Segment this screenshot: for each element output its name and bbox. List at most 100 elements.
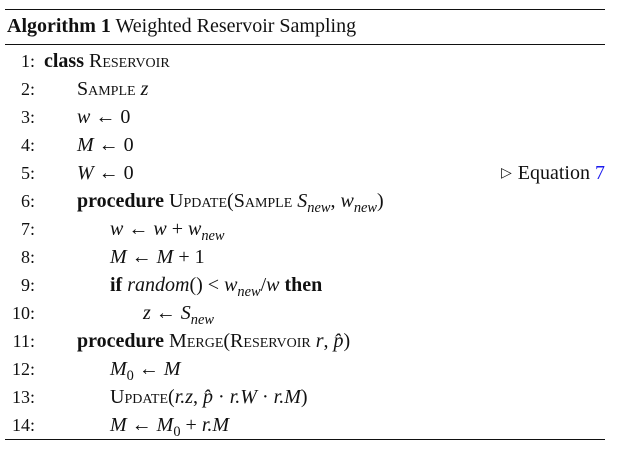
subscript: 0 [173,424,181,441]
assign-arrow: ← [131,246,152,268]
procedure-name: Update [110,386,169,408]
line-code: if random() < wnew/w then [110,271,322,299]
line-number: 3: [20,107,35,127]
assign-arrow: ← [131,414,152,436]
caption-label: Algorithm 1 [7,15,111,37]
keyword: class [44,50,84,72]
variable: M [77,134,94,156]
operator: + [178,246,190,268]
variable: M [110,358,127,380]
algorithm-line: 4: M ← 0 [5,131,605,159]
procedure-name: Update [169,190,228,212]
assign-arrow: ← [155,302,176,324]
keyword: procedure [77,330,165,352]
variable: r.M [273,386,301,408]
subscript: new [201,228,225,245]
algorithm-line: 9: if random() < wnew/w then [5,271,605,299]
line-number: 1: [20,51,35,71]
variable: M [163,358,181,380]
variable: z [143,302,151,324]
algorithm-line: 14: M ← M0 + r.M [5,411,605,439]
comment-text: Equation [517,162,590,184]
variable: r [315,330,324,352]
subscript: 0 [126,368,134,385]
line-code: w ← 0 [77,103,130,131]
function-call: random [127,274,190,296]
assign-arrow: ← [98,162,119,184]
algorithm-line: 13: Update(r.z, p̂ · r.W · r.M) [5,383,605,411]
keyword: procedure [77,190,165,212]
variable: w [153,218,167,240]
variable: M [110,414,127,436]
line-code: z ← Snew [143,299,214,327]
top-rule [5,9,605,10]
type-name: Sample [233,190,293,212]
equation-reference-link[interactable]: 7 [595,162,605,184]
algorithm-line: 12: M0 ← M [5,355,605,383]
line-code: M ← M + 1 [110,243,205,271]
caption-title: Weighted Reservoir Sampling [115,15,357,37]
algorithm-line: 5: W ← 0 ▷ Equation 7 [5,159,605,187]
assign-arrow: ← [98,134,119,156]
type-name: Sample [77,78,136,100]
value: 1 [194,246,205,268]
algorithm-line: 2: Sample z [5,75,605,103]
paren: ( [168,386,175,408]
line-code: Sample z [77,75,148,103]
assign-arrow: ← [138,358,159,380]
line-number: 10: [11,303,35,323]
line-code: M0 ← M [110,355,181,383]
line-number: 14: [11,415,35,435]
value: 0 [123,134,134,156]
variable: M [110,246,127,268]
variable: r.M [201,414,230,436]
line-number: 6: [20,191,35,211]
variable: r.W [229,386,257,408]
algorithm-line: 6: procedure Update(Sample Snew, wnew) [5,187,605,215]
separator: , [330,190,341,212]
operator: + [171,218,183,240]
variable: w [77,106,91,128]
variable: w [340,190,354,212]
variable: M [156,246,174,268]
paren: ( [223,330,231,352]
caption-rule [5,44,605,45]
variable: r.z [174,386,194,408]
paren: ( [227,190,234,212]
line-number: 5: [20,163,35,183]
separator: , [323,330,334,352]
subscript: new [237,284,261,301]
separator: , [193,386,204,408]
paren: ) [300,386,308,408]
operator: + [185,414,197,436]
line-code: M ← 0 [77,131,134,159]
operator: · [261,386,269,408]
algorithm-line: 11: procedure Merge(Reservoir r, p̂) [5,327,605,355]
line-code: w ← w + wnew [110,215,225,243]
parens: () [189,274,203,296]
operator: · [218,386,225,408]
value: 0 [120,106,131,128]
algorithm-line: 1: class Reservoir [5,47,605,75]
algorithm-line: 10: z ← Snew [5,299,605,327]
line-comment: ▷ Equation 7 [501,159,605,190]
variable: p̂ [333,330,344,352]
subscript: new [190,312,214,329]
line-number: 9: [20,275,35,295]
line-number: 12: [11,359,35,379]
procedure-name: Merge [169,330,224,352]
variable: W [77,162,94,184]
type-name: Reservoir [230,330,311,352]
line-number: 4: [20,135,35,155]
comment-triangle-icon: ▷ [501,166,512,181]
algorithm-line: 7: w ← w + wnew [5,215,605,243]
assign-arrow: ← [95,106,116,128]
variable: S [180,302,191,324]
algorithm-caption: Algorithm 1 Weighted Reservoir Sampling [7,13,356,39]
line-code: W ← 0 [77,159,134,187]
variable: w [224,274,238,296]
operator: / [260,274,267,296]
line-code: procedure Merge(Reservoir r, p̂) [77,327,350,355]
variable: S [297,190,308,212]
algorithm-line: 3: w ← 0 [5,103,605,131]
